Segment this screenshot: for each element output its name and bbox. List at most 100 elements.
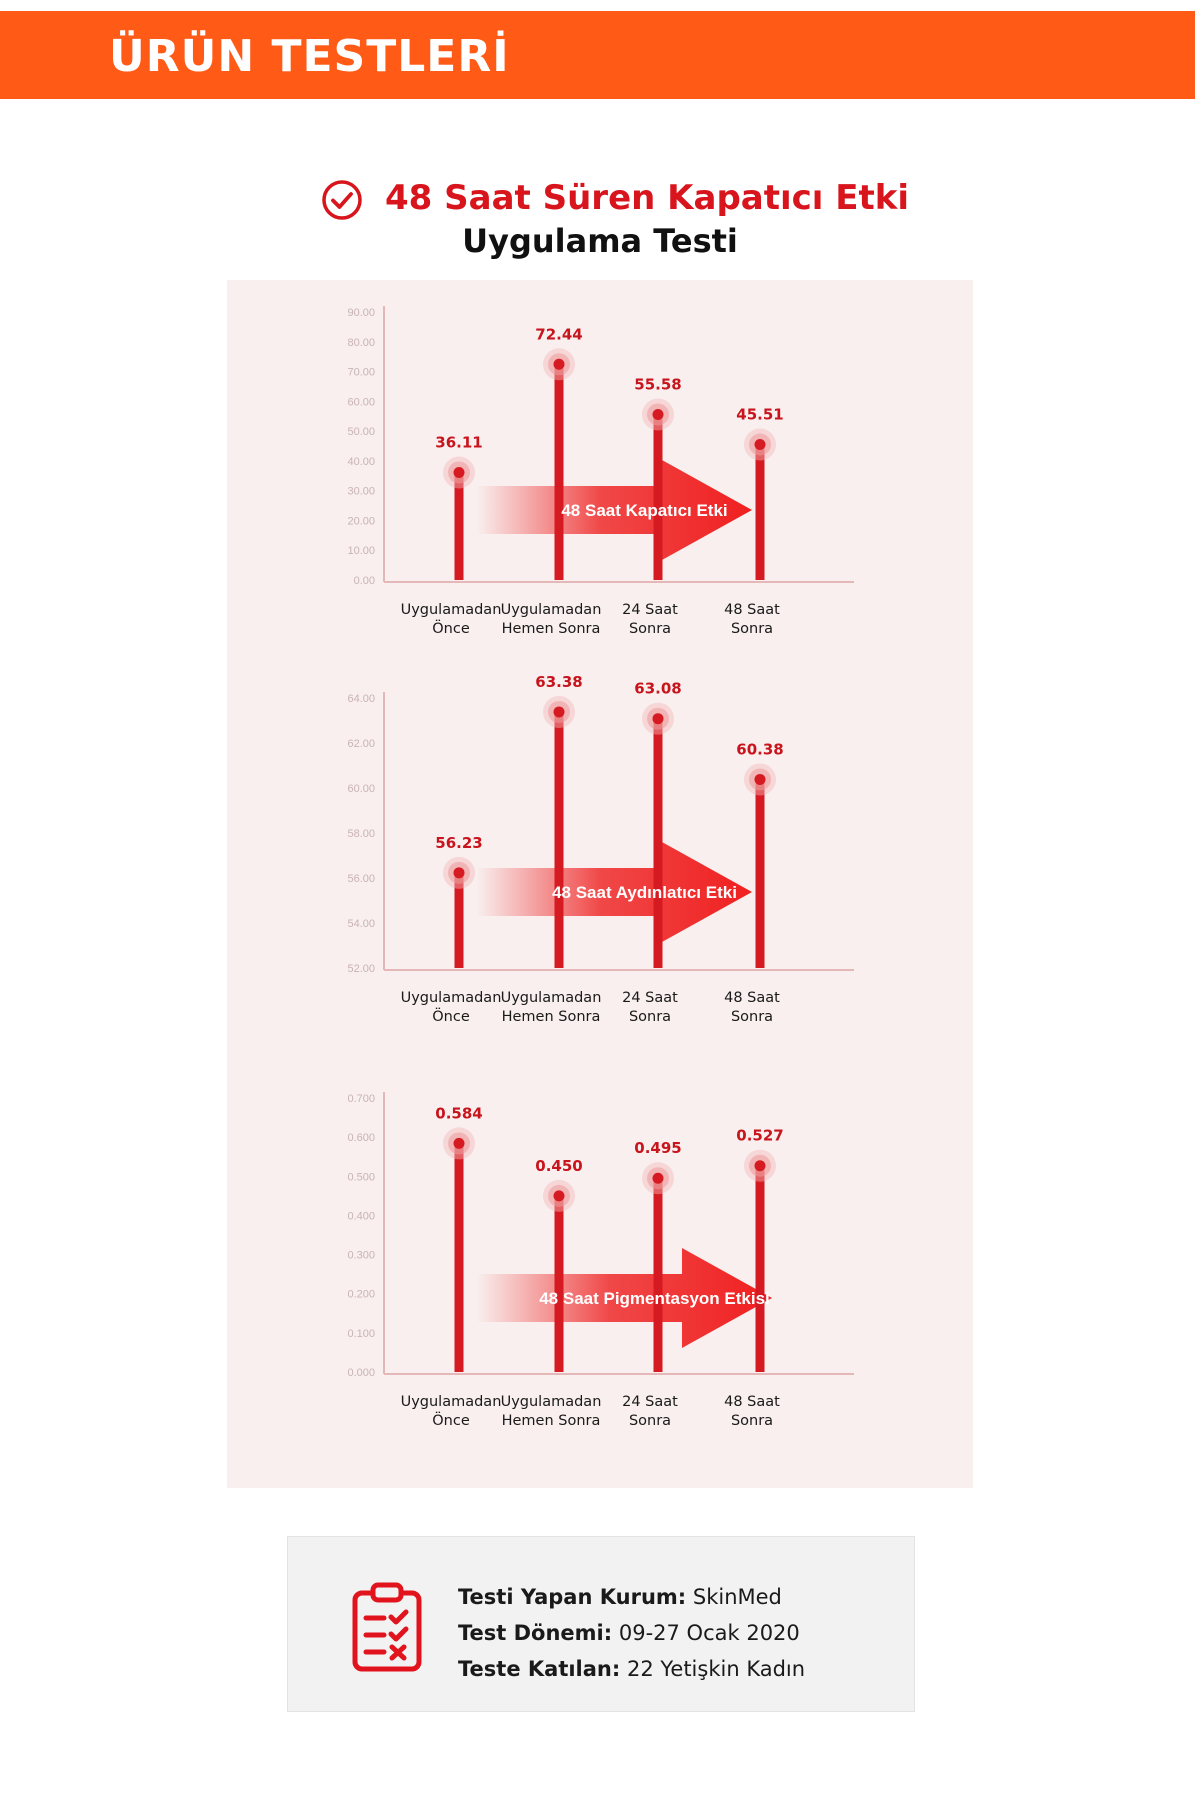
y-tick-label: 20.00	[347, 515, 375, 527]
x-tick-label: Uygulamadan	[401, 602, 502, 618]
y-tick-label: 0.700	[347, 1093, 375, 1105]
info-period: Test Dönemi: 09-27 Ocak 2020	[458, 1615, 805, 1651]
arrow-annotation: 48 Saat Kapatıcı Etki	[561, 501, 727, 520]
x-tick-label: Sonra	[629, 1009, 671, 1025]
trend-arrow	[477, 1248, 772, 1348]
data-label: 72.44	[535, 325, 582, 343]
y-tick-label: 0.100	[347, 1328, 375, 1340]
x-tick-label: 24 Saat	[622, 1394, 678, 1410]
x-tick-label: Uygulamadan	[501, 602, 602, 618]
data-label: 0.495	[634, 1139, 681, 1157]
charts-svg: 0.00 10.00 20.00 30.00 40.00 50.00 60.00 70.00 8…	[347, 306, 854, 1429]
data-label: 36.11	[435, 433, 482, 451]
bar-cap	[652, 713, 664, 725]
y-tick-label: 0.200	[347, 1289, 375, 1301]
bar-cap	[553, 1190, 565, 1202]
data-label: 0.584	[435, 1104, 482, 1122]
bar-cap	[652, 408, 664, 420]
y-tick-label: 54.00	[347, 918, 375, 930]
x-tick-label: 48 Saat	[724, 1394, 780, 1410]
section-title: 48 Saat Süren Kapatıcı Etki	[385, 178, 910, 218]
x-tick-label: 24 Saat	[622, 990, 678, 1006]
x-tick-label: Önce	[432, 1411, 470, 1429]
data-label: 56.23	[435, 834, 482, 852]
data-label: 55.58	[634, 375, 681, 393]
y-tick-label: 0.000	[347, 1367, 375, 1379]
arrow-annotation: 48 Saat Aydınlatıcı Etki	[552, 883, 737, 902]
chart-2: 52.00 54.00 56.00 58.00 60.00 62.00 64.00 56.23…	[347, 673, 854, 1025]
bar-cap	[553, 358, 565, 370]
x-tick-label: Sonra	[629, 621, 671, 637]
x-tick-label: Sonra	[731, 621, 773, 637]
bar-cap	[453, 867, 465, 879]
chart-3: 0.000 0.100 0.200 0.300 0.400 0.500 0.600 0.700…	[347, 1092, 854, 1429]
section-subtitle: Uygulama Testi	[462, 222, 738, 260]
y-tick-label: 64.00	[347, 693, 375, 705]
y-tick-label: 56.00	[347, 873, 375, 885]
info-participants-label: Teste Katılan:	[458, 1657, 621, 1681]
x-tick-label: 24 Saat	[622, 602, 678, 618]
y-tick-label: 60.00	[347, 396, 375, 408]
bar-cap	[453, 1137, 465, 1149]
y-tick-label: 60.00	[347, 783, 375, 795]
y-tick-label: 70.00	[347, 367, 375, 379]
x-tick-label: Önce	[432, 1007, 470, 1025]
info-period-value: 09-27 Ocak 2020	[618, 1621, 800, 1645]
y-tick-label: 0.600	[347, 1132, 375, 1144]
bar-cap	[652, 1172, 664, 1184]
y-tick-label: 58.00	[347, 828, 375, 840]
y-tick-label: 10.00	[347, 545, 375, 557]
y-tick-label: 62.00	[347, 738, 375, 750]
y-tick-label: 0.500	[347, 1171, 375, 1183]
bar-cap	[754, 1160, 766, 1172]
bar-cap	[754, 773, 766, 785]
x-tick-label: Uygulamadan	[501, 1394, 602, 1410]
y-tick-label: 0.300	[347, 1250, 375, 1262]
chart-1: 0.00 10.00 20.00 30.00 40.00 50.00 60.00 70.00 8…	[347, 306, 854, 637]
test-info-box: Testi Yapan Kurum: SkinMed Test Dönemi: …	[287, 1536, 915, 1712]
x-tick-label: Uygulamadan	[401, 1394, 502, 1410]
info-org-value: SkinMed	[692, 1585, 782, 1609]
y-tick-label: 90.00	[347, 307, 375, 319]
bar-cap	[553, 706, 565, 718]
x-tick-label: Sonra	[731, 1009, 773, 1025]
info-participants: Teste Katılan: 22 Yetişkin Kadın	[458, 1651, 805, 1687]
x-tick-label: Hemen Sonra	[502, 1009, 601, 1025]
x-tick-label: Hemen Sonra	[502, 621, 601, 637]
page-header: ÜRÜN TESTLERİ	[0, 11, 1195, 99]
info-org: Testi Yapan Kurum: SkinMed	[458, 1579, 805, 1615]
data-label: 0.450	[535, 1157, 582, 1175]
data-label: 63.08	[634, 680, 681, 698]
data-label: 63.38	[535, 673, 582, 691]
bar-cap	[754, 438, 766, 450]
info-participants-value: 22 Yetişkin Kadın	[626, 1657, 806, 1681]
trend-arrow	[477, 842, 752, 942]
y-tick-label: 0.400	[347, 1210, 375, 1222]
charts-panel: 0.00 10.00 20.00 30.00 40.00 50.00 60.00 70.00 8…	[227, 280, 973, 1488]
x-tick-label: Sonra	[629, 1413, 671, 1429]
info-lines: Testi Yapan Kurum: SkinMed Test Dönemi: …	[458, 1579, 805, 1687]
data-label: 60.38	[736, 740, 783, 758]
info-period-label: Test Dönemi:	[458, 1621, 613, 1645]
data-label: 0.527	[736, 1127, 783, 1145]
check-circle-icon	[322, 180, 362, 220]
y-tick-label: 80.00	[347, 337, 375, 349]
header-title: ÜRÜN TESTLERİ	[109, 31, 510, 82]
y-tick-label: 0.00	[354, 575, 375, 587]
data-label: 45.51	[736, 405, 783, 423]
y-tick-label: 40.00	[347, 456, 375, 468]
clipboard-checklist-icon	[352, 1582, 422, 1672]
x-tick-label: Önce	[432, 619, 470, 637]
bar-cap	[453, 466, 465, 478]
info-org-label: Testi Yapan Kurum:	[458, 1585, 687, 1609]
y-tick-label: 52.00	[347, 963, 375, 975]
x-tick-label: Sonra	[731, 1413, 773, 1429]
x-tick-label: Hemen Sonra	[502, 1413, 601, 1429]
y-tick-label: 30.00	[347, 486, 375, 498]
trend-arrow	[477, 460, 752, 560]
y-tick-label: 50.00	[347, 426, 375, 438]
arrow-annotation: 48 Saat Pigmentasyon Etkisi	[539, 1289, 770, 1308]
x-tick-label: 48 Saat	[724, 990, 780, 1006]
x-tick-label: Uygulamadan	[501, 990, 602, 1006]
x-tick-label: 48 Saat	[724, 602, 780, 618]
